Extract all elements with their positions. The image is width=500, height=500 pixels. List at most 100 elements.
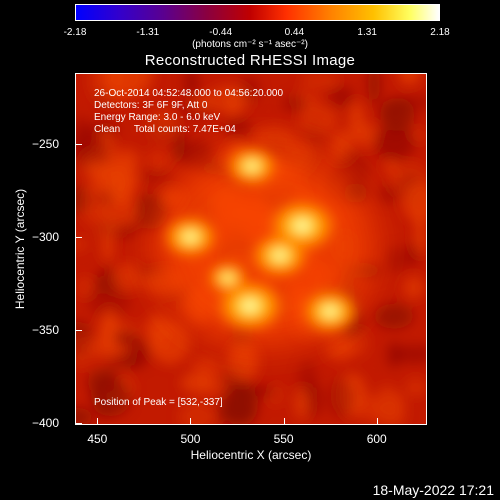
texture-blob [180,372,217,394]
texture-blob [75,332,94,367]
texture-blob [327,378,354,419]
texture-blob [95,223,120,238]
peak-position-text: Position of Peak = [532,-337] [94,397,223,408]
clean-counts-text: Clean Total counts: 7.47E+04 [94,124,236,135]
texture-blob [145,149,170,170]
energy-range-text: Energy Range: 3.0 - 6.0 keV [94,112,221,123]
colorbar-tick-label: 1.31 [357,27,377,38]
texture-blob [294,387,309,420]
texture-blob [137,169,175,186]
texture-blob [208,84,252,115]
emission-source [228,148,276,185]
x-tick-label: 550 [273,432,294,446]
emission-source [218,281,282,330]
x-tick-mark [283,418,285,425]
texture-blob [224,117,252,140]
y-tick-mark [75,143,82,145]
emission-source [253,235,307,276]
texture-blob [406,378,426,397]
y-tick-label: −250 [32,136,60,151]
texture-blob [402,181,427,223]
texture-blob [75,238,89,251]
texture-blob [220,392,254,407]
x-tick-mark [190,418,192,425]
y-axis-label: Heliocentric Y (arcsec) [13,188,27,310]
texture-blob [394,344,427,364]
texture-blob [398,73,421,85]
texture-blob [190,96,216,109]
chart-title: Reconstructed RHESSI Image [144,52,356,69]
emission-source [208,263,247,293]
colorbar-tick-label: -0.44 [209,27,233,38]
emission-source [303,290,357,332]
emission-source-layer [185,233,196,241]
emission-source [165,217,216,257]
y-tick-mark [75,330,82,332]
y-tick-mark [75,236,82,238]
colorbar [75,4,440,21]
y-tick-label: −400 [32,416,60,431]
texture-blob [143,314,176,340]
texture-blob [298,105,339,135]
y-tick-label: −350 [32,323,60,338]
timestamp: 18-May-2022 17:21 [372,482,494,498]
colorbar-tick-label: 0.44 [284,27,305,38]
texture-blob [91,378,131,417]
texture-blob [373,124,416,161]
colorbar-tick-label: -2.18 [63,27,87,38]
time-range-text: 26-Oct-2014 04:52:48.000 to 04:56:20.000 [94,88,284,99]
texture-blob [111,148,140,169]
emission-source-layer [247,162,257,170]
texture-blob [254,126,294,149]
texture-blob [76,277,94,298]
colorbar-tick-label: 2.18 [430,27,450,38]
y-tick-mark [75,423,82,425]
texture-blob [149,108,177,142]
texture-blob [178,401,217,425]
texture-blob [112,331,136,344]
detectors-text: Detectors: 3F 6F 9F, Att 0 [94,100,208,111]
emission-source-layer [295,220,309,231]
heatmap-image [75,73,427,425]
x-tick-label: 600 [366,432,387,446]
texture-blob [189,357,218,374]
texture-blob [108,160,141,195]
x-tick-mark [376,418,378,425]
texture-blob [367,73,381,105]
texture-blob [112,262,142,293]
emission-source-layer [274,251,286,260]
x-axis-label: Heliocentric X (arcsec) [190,448,312,462]
texture-blob [172,128,186,163]
texture-blob [91,136,109,166]
texture-blob [304,382,323,419]
texture-blob [282,95,308,112]
x-tick-mark [97,418,99,425]
texture-blob [228,340,259,383]
texture-blob [339,334,356,359]
texture-blob [75,126,95,170]
texture-blob [348,100,365,140]
texture-blob [379,97,415,132]
texture-blob [184,73,199,101]
colorbar-units: (photons cm⁻² s⁻¹ asec⁻²) [192,39,308,50]
texture-blob [391,392,407,425]
texture-blob [414,215,427,256]
emission-source-layer [324,307,336,316]
texture-blob [358,394,384,423]
texture-blob [374,303,414,329]
colorbar-tick-label: -1.31 [136,27,160,38]
texture-blob [75,407,93,425]
texture-blob [402,276,425,299]
emission-source-layer [243,301,257,311]
texture-blob [101,232,115,263]
texture-blob [299,73,341,88]
texture-blob [386,341,402,369]
texture-blob [329,85,354,108]
emission-source-layer [223,274,232,281]
x-tick-label: 500 [180,432,201,446]
x-tick-label: 450 [87,432,108,446]
y-tick-label: −300 [32,229,60,244]
texture-blob [93,85,132,106]
texture-blob [385,246,406,274]
texture-blob [178,140,215,169]
